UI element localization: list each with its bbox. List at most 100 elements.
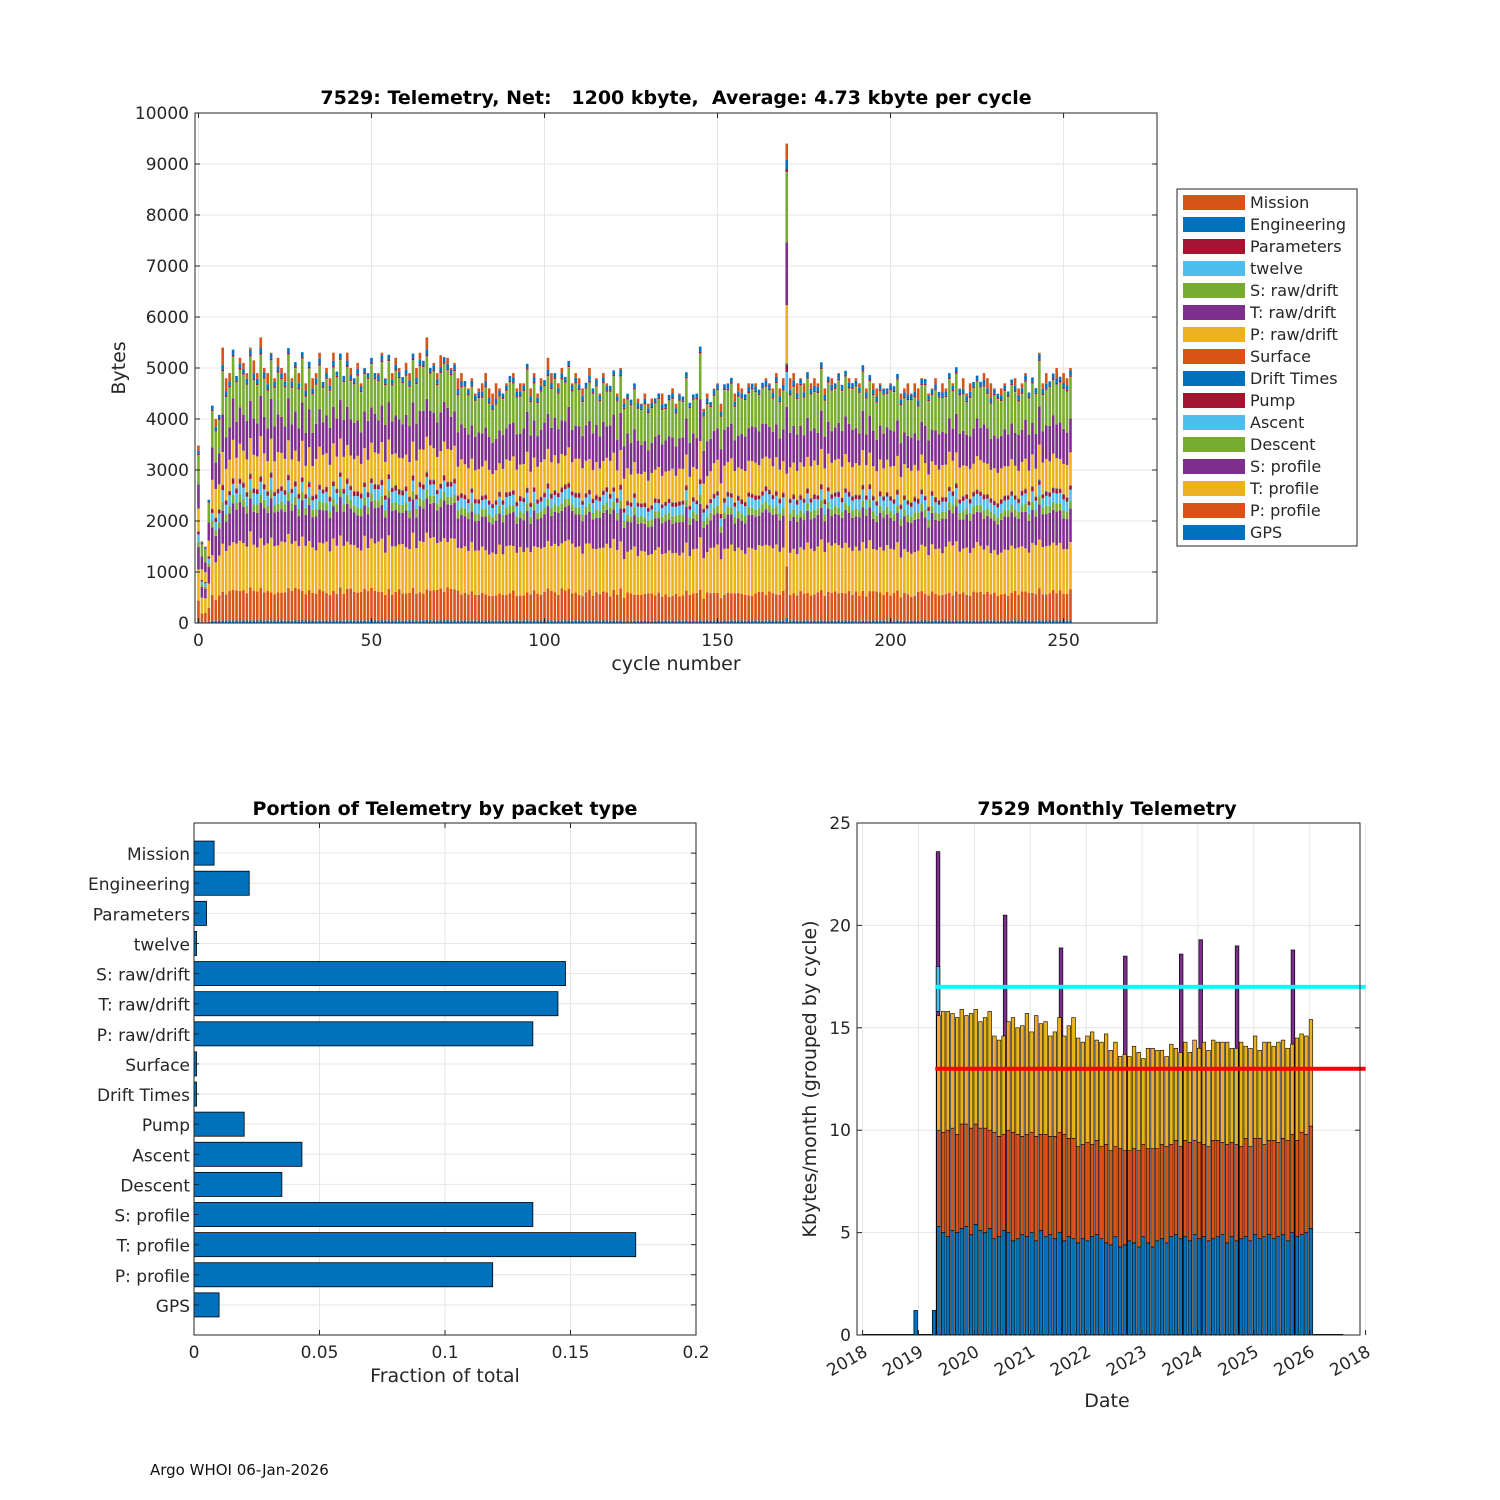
bar-segment: [754, 462, 757, 495]
bar-segment: [1065, 432, 1069, 466]
bar-segment: [577, 426, 581, 459]
bar-segment: [294, 541, 297, 589]
bar-segment: [1041, 514, 1045, 547]
bar-segment: [688, 556, 692, 595]
bar-segment: [1243, 1045, 1248, 1139]
y-tick-label: 15: [829, 1019, 851, 1039]
bar-segment: [916, 518, 920, 551]
bar-segment: [304, 594, 308, 621]
bar-segment: [411, 475, 415, 476]
bar-segment: [377, 507, 380, 542]
bar-segment: [228, 459, 231, 491]
bar-segment: [1183, 1140, 1188, 1237]
bar-segment: [501, 500, 505, 505]
bar-segment: [211, 447, 214, 480]
bar-segment: [432, 620, 436, 623]
bar-segment: [1020, 461, 1024, 491]
bar-segment: [660, 620, 664, 623]
bar-segment: [529, 396, 532, 401]
bar-segment: [626, 399, 629, 434]
bar-segment: [1155, 1148, 1160, 1242]
y-axis-label: Kbytes/month (grouped by cycle): [799, 920, 821, 1237]
bar-segment: [664, 407, 667, 410]
bar-segment: [1055, 488, 1058, 490]
bar-segment: [321, 543, 325, 592]
bar-segment: [973, 1224, 978, 1336]
bar-segment: [633, 493, 636, 498]
bar-segment: [916, 406, 920, 441]
bar-segment: [522, 595, 526, 621]
bar-segment: [612, 374, 616, 377]
bar-segment: [719, 449, 723, 484]
bar-segment: [435, 490, 439, 495]
bar-segment: [688, 594, 692, 621]
bar-segment: [1164, 1146, 1169, 1244]
bar-segment: [498, 388, 501, 391]
bar-segment: [532, 383, 536, 421]
bar-segment: [249, 356, 252, 401]
bar-segment: [698, 479, 702, 485]
bar-segment: [681, 595, 685, 621]
bar-segment: [228, 427, 231, 460]
bar-segment: [840, 517, 844, 548]
bar-segment: [1043, 1236, 1048, 1336]
bar-segment: [255, 373, 259, 379]
bar-segment: [837, 514, 840, 546]
bar-segment: [273, 505, 276, 513]
bar-segment: [404, 510, 408, 548]
bar-segment: [747, 387, 750, 392]
bar-segment: [563, 382, 567, 422]
bar-segment: [916, 405, 920, 407]
bar-segment: [518, 510, 522, 519]
bar-segment: [442, 592, 446, 621]
bar-segment: [868, 415, 872, 453]
bar-segment: [487, 469, 491, 500]
bar-segment: [605, 509, 609, 544]
bar-segment: [1183, 1041, 1188, 1141]
bar-segment: [871, 620, 875, 623]
bar-segment: [986, 545, 989, 592]
bar-segment: [411, 360, 415, 403]
bar-segment: [377, 591, 380, 621]
bar-segment: [1062, 499, 1065, 511]
bar-segment: [736, 592, 740, 621]
bar-segment: [823, 436, 827, 469]
bar-segment: [633, 383, 636, 388]
bar-segment: [982, 1127, 988, 1233]
bar-segment: [964, 1123, 969, 1227]
bar-segment: [854, 546, 858, 592]
bar-segment: [1041, 462, 1045, 494]
bar-segment: [923, 594, 927, 621]
bar-segment: [629, 549, 633, 594]
bar-segment: [442, 364, 446, 402]
bar-segment: [259, 436, 263, 476]
bar-segment: [453, 411, 456, 446]
bar-segment: [529, 435, 532, 472]
bar-segment: [221, 484, 224, 486]
bar-segment: [1052, 1136, 1058, 1240]
bar-segment: [574, 620, 577, 623]
bar-segment: [709, 402, 712, 406]
bar-segment: [394, 620, 398, 623]
bar-segment: [1071, 1238, 1076, 1336]
bar-segment: [1048, 593, 1052, 621]
bar-segment: [477, 520, 481, 551]
bar-segment: [802, 397, 806, 436]
bar-segment: [425, 337, 429, 350]
bar-segment: [975, 456, 979, 490]
bar-segment: [1010, 459, 1013, 491]
bar-segment: [467, 434, 470, 469]
bar-segment: [498, 390, 501, 396]
bar-segment: [723, 465, 726, 498]
bar-segment: [972, 620, 975, 623]
bar-segment: [844, 593, 847, 621]
bar-segment: [245, 620, 249, 623]
bar-segment: [809, 393, 813, 395]
bar-segment: [204, 562, 207, 573]
bar-segment: [764, 620, 768, 623]
bar-segment: [598, 399, 602, 402]
bar-segment: [1048, 512, 1052, 546]
bar-segment: [290, 381, 294, 387]
bar-segment: [501, 435, 505, 469]
bar-segment: [961, 620, 965, 623]
